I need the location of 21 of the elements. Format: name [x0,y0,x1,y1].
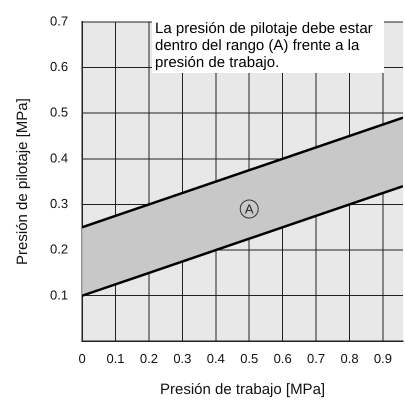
x-tick-label: 0.3 [173,350,192,366]
x-tick-label: 0.5 [240,350,258,366]
y-axis-title: Presión de pilotaje [MPa] [14,98,32,265]
x-tick-label: 0.7 [307,350,326,366]
x-tick-label: 0.2 [140,350,158,366]
y-tick-label: 0.2 [50,242,68,257]
y-tick-label: 0.3 [50,196,68,212]
y-tick-label: 0.1 [50,287,68,302]
x-tick-label: 0.9 [374,350,392,366]
x-tick-label: 0.4 [206,350,225,366]
x-axis-title: Presión de trabajo [MPa] [160,381,326,398]
y-tick-label: 0.7 [50,13,68,28]
x-tick-label: 0.8 [340,350,359,366]
y-tick-label: 0.5 [50,104,68,120]
x-tick-label: 0.1 [106,350,125,366]
annotation: A [244,202,254,217]
y-tick-label: 0.6 [50,59,68,74]
y-tick-label: 0.4 [50,150,68,166]
x-tick-label: 0 [78,350,86,366]
x-tick-label: 0.6 [274,350,292,366]
annotation: La presión de pilotaje debe estar dentro del rango (A) frente a la presión de trabajo. [152,18,384,73]
